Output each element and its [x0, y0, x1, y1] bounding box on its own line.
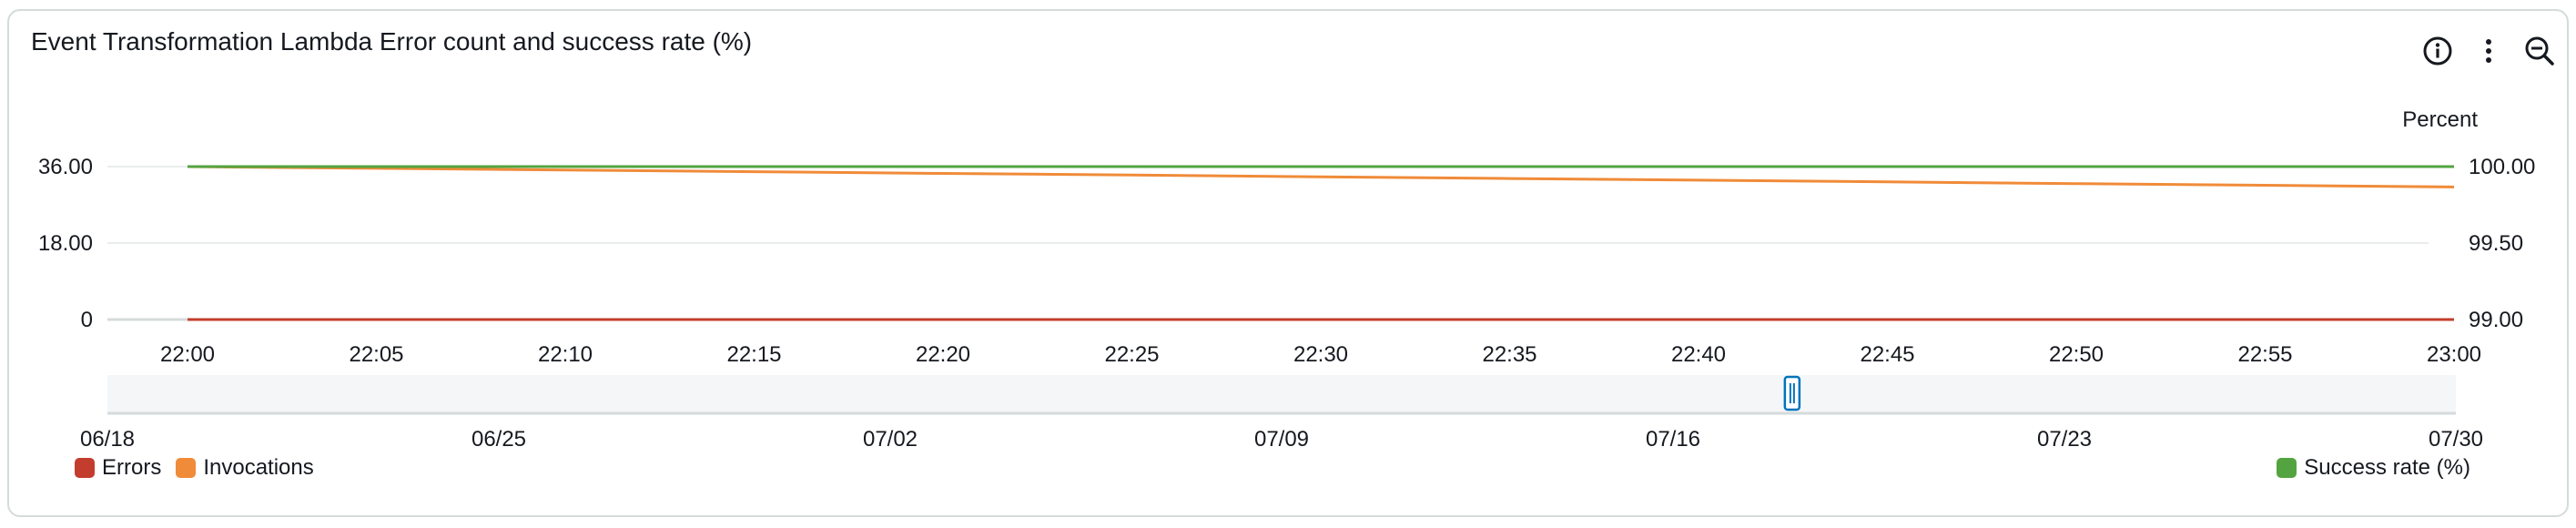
x-tick-label: 23:00: [2427, 342, 2481, 367]
left-tick-label: 0: [81, 308, 93, 332]
legend-swatch-invocations: [176, 458, 197, 478]
x-tick-label: 22:00: [160, 342, 215, 367]
right-axis-label: Percent: [2402, 107, 2478, 132]
x-tick-label: 22:30: [1293, 342, 1348, 367]
left-axis-ticks: 0 18.00 36.00: [38, 155, 93, 332]
x-tick-label: 22:55: [2237, 342, 2292, 367]
left-tick-label: 18.00: [38, 231, 93, 256]
more-vertical-icon[interactable]: [2472, 35, 2505, 67]
legend-label-errors: Errors: [102, 455, 162, 480]
series-layer: [187, 165, 2455, 321]
navigator-selection-handle[interactable]: [1783, 375, 1801, 411]
x-tick-label: 22:20: [916, 342, 970, 367]
legend-swatch-success-rate: [2277, 458, 2297, 478]
right-axis-ticks: 99.00 99.50 100.00: [2469, 155, 2535, 332]
legend-left: Errors Invocations: [75, 455, 314, 481]
zoom-out-icon[interactable]: [2523, 35, 2556, 67]
x-tick-label: 22:05: [349, 342, 403, 367]
right-tick-label: 99.50: [2469, 231, 2523, 256]
info-icon[interactable]: [2421, 35, 2454, 67]
x-axis-ticks: 22:00 22:05 22:10 22:15 22:20 22:25 22:30 22:35…: [160, 342, 2481, 367]
x-tick-label: 22:45: [1860, 342, 1914, 367]
grid-layer: [107, 166, 2429, 321]
navigator-tick-label: 07/09: [1254, 427, 1309, 452]
legend-item-success-rate[interactable]: Success rate (%): [2277, 455, 2470, 481]
widget-actions: [2421, 35, 2556, 67]
right-tick-label: 99.00: [2469, 308, 2523, 332]
widget-title: Event Transformation Lambda Error count …: [31, 27, 753, 56]
navigator-tick-label: 07/02: [863, 427, 918, 452]
navigator-track[interactable]: [107, 375, 2456, 413]
navigator-ticks: 06/18 06/25 07/02 07/09 07/16 07/23 07/30: [80, 427, 2483, 452]
x-tick-label: 22:50: [2049, 342, 2104, 367]
x-tick-label: 22:35: [1482, 342, 1536, 367]
legend-item-invocations[interactable]: Invocations: [176, 455, 314, 481]
x-tick-label: 22:10: [538, 342, 593, 367]
time-navigator[interactable]: [107, 375, 2456, 415]
legend-label-success-rate: Success rate (%): [2304, 455, 2470, 480]
legend-label-invocations: Invocations: [203, 455, 314, 480]
legend-swatch-errors: [75, 458, 95, 478]
x-tick-label: 22:40: [1671, 342, 1726, 367]
right-tick-label: 100.00: [2469, 155, 2535, 179]
series-line-invocations[interactable]: [187, 165, 2455, 188]
widget-panel: Event Transformation Lambda Error count …: [7, 9, 2569, 517]
x-tick-label: 22:25: [1104, 342, 1159, 367]
navigator-tick-label: 07/30: [2429, 427, 2483, 452]
left-tick-label: 36.00: [38, 155, 93, 179]
navigator-tick-label: 07/23: [2037, 427, 2092, 452]
navigator-tick-label: 06/25: [472, 427, 526, 452]
navigator-tick-label: 06/18: [80, 427, 135, 452]
x-tick-label: 22:15: [726, 342, 781, 367]
legend-right: Success rate (%): [2277, 455, 2470, 481]
legend-item-errors[interactable]: Errors: [75, 455, 161, 481]
navigator-tick-label: 07/16: [1646, 427, 1700, 452]
